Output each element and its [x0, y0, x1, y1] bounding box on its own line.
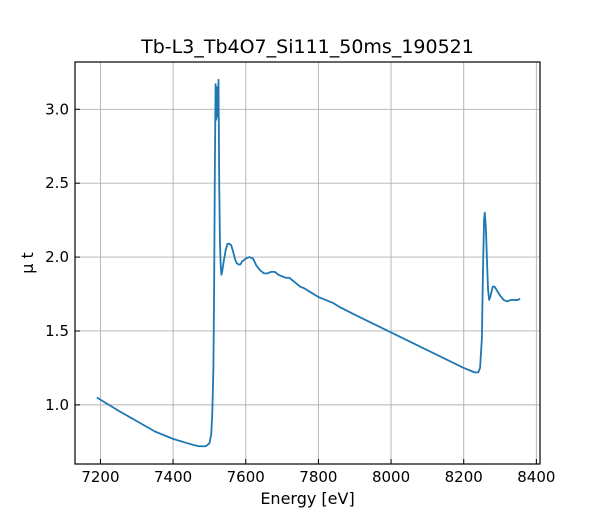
y-tick-label: 1.5 — [45, 322, 69, 340]
y-axis-label: μ t — [18, 252, 37, 274]
x-tick-label: 8200 — [445, 468, 483, 486]
x-tick-label: 7400 — [154, 468, 192, 486]
x-tick-label: 7200 — [81, 468, 119, 486]
grid — [75, 62, 540, 464]
chart-title: Tb-L3_Tb4O7_Si111_50ms_190521 — [140, 36, 474, 58]
plot-frame — [74, 61, 541, 465]
ticks: 7200 7400 7600 7800 8000 8200 8400 1.0 1.5 2.0 2.5… — [45, 100, 555, 486]
y-tick-label: 2.0 — [45, 248, 69, 266]
series-layer — [96, 78, 521, 448]
x-tick-label: 8000 — [372, 468, 410, 486]
y-tick-label: 2.5 — [45, 174, 69, 192]
series-line-0 — [96, 78, 521, 448]
x-tick-label: 7600 — [227, 468, 265, 486]
x-axis-label: Energy [eV] — [260, 489, 354, 508]
y-tick-label: 3.0 — [45, 100, 69, 118]
x-tick-label: 8400 — [517, 468, 555, 486]
x-tick-label: 7800 — [299, 468, 337, 486]
y-tick-label: 1.0 — [45, 396, 69, 414]
